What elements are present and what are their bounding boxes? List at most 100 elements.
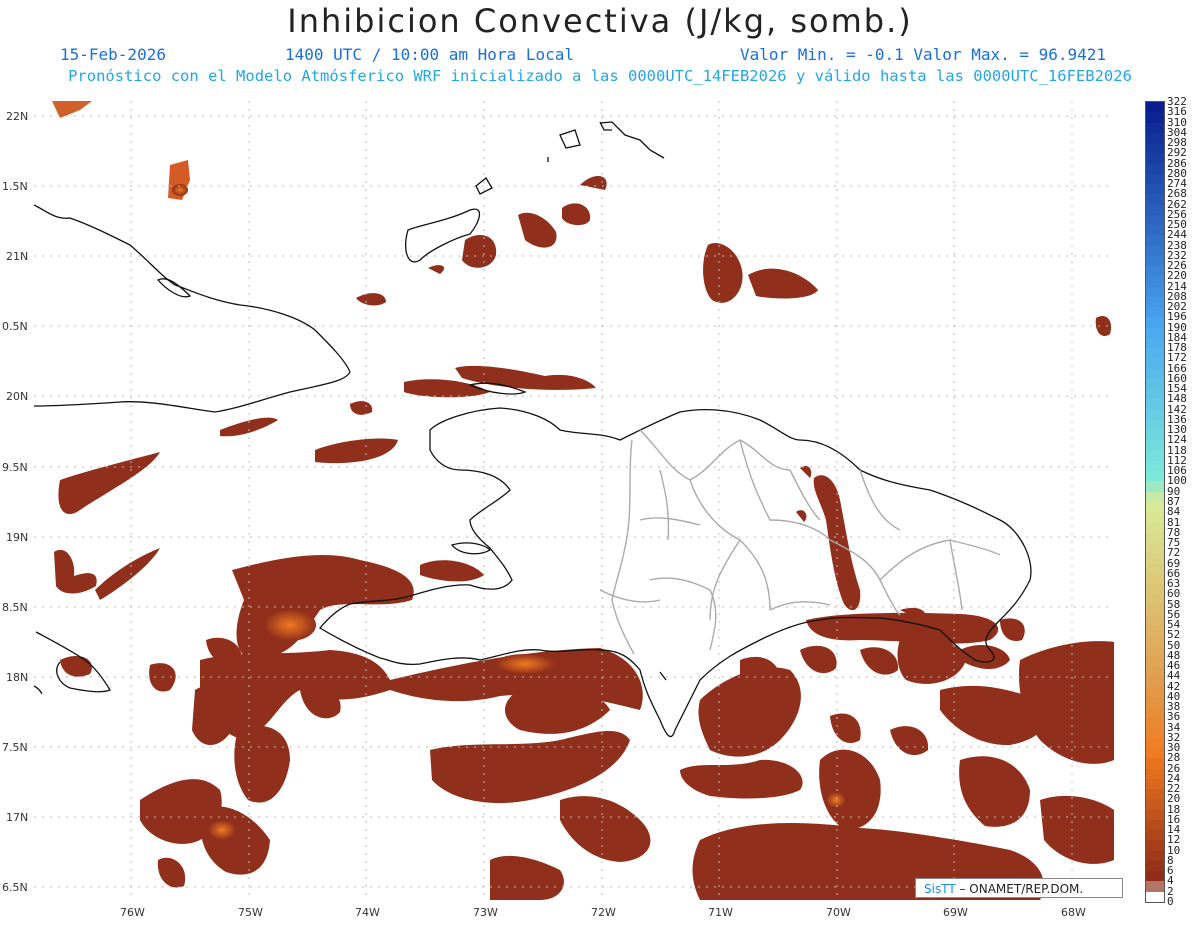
color-scale-cell [1146,543,1164,554]
color-scale-label: 6 [1167,864,1174,878]
color-scale-label: 26 [1167,761,1181,775]
color-scale-label: 262 [1167,197,1187,211]
lat-label: 7.5N [2,741,28,754]
lon-label: 70W [826,906,851,919]
color-scale-label: 316 [1167,105,1187,119]
color-scale-cell [1146,819,1164,831]
color-scale-label: 166 [1167,361,1187,375]
color-scale-cell [1146,573,1164,585]
credit-logo: SisTT – ONAMET/REP.DOM. [915,878,1123,898]
color-scale-label: 160 [1167,371,1187,385]
color-scale-cell [1146,717,1164,729]
color-scale-cell [1146,727,1164,739]
color-scale-cell [1146,112,1164,123]
color-scale-label: 18 [1167,802,1181,816]
color-scale-label: 63 [1167,577,1181,591]
color-scale-cell [1146,337,1164,349]
color-scale-label: 24 [1167,771,1181,785]
province-borders [599,429,1001,655]
color-scale-cell [1146,481,1164,493]
color-scale-cell [1146,286,1164,298]
color-scale-label: 130 [1167,423,1187,437]
color-scale-cell [1146,122,1164,134]
lat-label: 21N [6,250,29,263]
color-scale-cell [1146,245,1164,257]
color-scale-label: 250 [1167,218,1187,232]
color-scale-cell [1146,635,1164,647]
lat-label: 22N [6,110,29,123]
color-scale-label: 58 [1167,597,1181,611]
lat-label: 1.5N [2,180,28,193]
color-scale-cell [1146,471,1164,482]
color-scale-cell [1146,153,1164,165]
color-scale-cell [1146,522,1164,534]
color-scale-cell [1146,235,1164,247]
color-scale-cell [1146,891,1164,903]
onamet-credit: – ONAMET/REP.DOM. [959,882,1084,896]
color-scale-label: 48 [1167,648,1181,662]
color-scale-cell [1146,532,1164,544]
color-scale-label: 214 [1167,279,1187,293]
color-scale-cell [1146,358,1164,370]
color-scale-cell [1146,645,1164,657]
color-scale-label: 38 [1167,700,1181,714]
color-scale-label: 14 [1167,823,1181,837]
color-scale-label: 66 [1167,566,1181,580]
color-scale-cell [1146,266,1164,277]
color-scale-label: 56 [1167,607,1181,621]
color-scale-cell [1146,204,1164,216]
color-scale-label: 81 [1167,515,1181,529]
color-scale-cell [1146,276,1164,288]
lon-label: 72W [591,906,616,919]
lat-label: 9.5N [2,461,28,474]
coastlines [33,121,1032,738]
color-scale-label: 106 [1167,464,1187,478]
color-scale-label: 268 [1167,187,1187,201]
color-scale-label: 118 [1167,443,1187,457]
color-scale-label: 112 [1167,453,1187,467]
color-scale-cell [1146,830,1164,841]
color-scale-label: 124 [1167,433,1187,447]
color-scale-cell [1146,255,1164,267]
lat-label: 0.5N [2,320,28,333]
color-scale-label: 238 [1167,238,1187,252]
color-scale-label: 34 [1167,720,1181,734]
cin-hot-spots [172,184,846,840]
color-scale-cell [1146,194,1164,206]
color-scale-cell [1146,460,1164,472]
color-scale-cell [1146,625,1164,636]
color-scale-label: 30 [1167,741,1181,755]
color-scale-cell [1146,666,1164,677]
color-scale-cell [1146,871,1164,882]
color-scale-label: 0 [1167,895,1174,908]
map-title: Inhibicion Convectiva (J/kg, somb.) [287,2,913,40]
color-scale-cell [1146,789,1164,800]
color-scale-cell [1146,163,1164,175]
color-scale-cell [1146,430,1164,441]
color-scale-cell [1146,450,1164,462]
color-scale-label: 36 [1167,710,1181,724]
color-scale-cell [1146,676,1164,688]
color-scale-label: 32 [1167,730,1181,744]
color-scale-label: 154 [1167,382,1187,396]
color-scale-label: 2 [1167,884,1174,898]
color-scale-label: 52 [1167,628,1181,642]
color-scale-cell [1146,809,1164,821]
color-scale-cell [1146,348,1164,359]
lat-label: 19N [6,531,29,544]
color-scale-cell [1146,881,1164,893]
color-scale-label: 274 [1167,177,1187,191]
color-scale-cell [1146,214,1164,226]
color-scale-label: 42 [1167,679,1181,693]
color-scale-cell [1146,502,1164,513]
color-scale-label: 232 [1167,248,1187,262]
lat-label: 20N [6,390,29,403]
lat-label: 8.5N [2,601,28,614]
color-scale-cell [1146,317,1164,329]
color-scale-cell [1146,184,1164,195]
color-scale-label: 208 [1167,289,1187,303]
color-scale-cell [1146,491,1164,503]
forecast-date: 15-Feb-2026 [60,45,166,64]
color-scale-label: 298 [1167,136,1187,150]
color-scale-label: 310 [1167,115,1187,129]
